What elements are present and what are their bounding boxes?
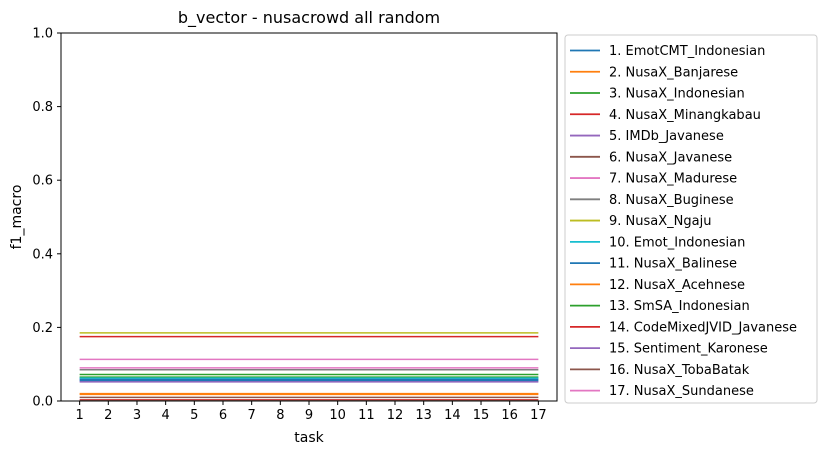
legend-label: 7. NusaX_Madurese	[609, 172, 737, 187]
x-tick-label: 13	[415, 408, 432, 423]
legend-label: 4. NusaX_Minangkabau	[609, 108, 761, 123]
legend-label: 8. NusaX_Buginese	[609, 193, 734, 208]
y-tick-label: 0.4	[32, 247, 53, 262]
y-axis-label: f1_macro	[9, 185, 25, 250]
y-tick-label: 0.0	[32, 395, 53, 410]
x-axis-label: task	[294, 430, 324, 446]
legend-label: 14. CodeMixedJVID_Javanese	[609, 320, 797, 335]
legend-label: 16. NusaX_TobaBatak	[609, 363, 750, 378]
legend-label: 11. NusaX_Balinese	[609, 257, 737, 272]
y-tick-label: 1.0	[32, 27, 53, 42]
x-tick-label: 1	[75, 408, 83, 423]
legend: 1. EmotCMT_Indonesian 2. NusaX_Banjarese 3…	[564, 34, 818, 404]
x-tick-label: 17	[530, 408, 547, 423]
x-tick-label: 7	[248, 408, 256, 423]
x-tick-label: 9	[305, 408, 313, 423]
legend-label: 9. NusaX_Ngaju	[609, 214, 711, 229]
legend-label: 2. NusaX_Banjarese	[609, 65, 738, 80]
legend-box	[564, 34, 818, 404]
x-tick-label: 6	[219, 408, 227, 423]
x-tick-label: 12	[387, 408, 404, 423]
x-tick-label: 3	[133, 408, 141, 423]
x-axis-ticks: 1 2 3 4 5 6 7 8 9 10 11 12 13 14 15 16 17	[75, 401, 547, 423]
series-lines	[79, 332, 539, 402]
legend-label: 10. Emot_Indonesian	[609, 235, 745, 250]
y-axis-ticks: 0.0 0.2 0.4 0.6 0.8 1.0	[32, 27, 61, 410]
legend-label: 6. NusaX_Javanese	[609, 150, 732, 165]
x-tick-label: 8	[276, 408, 284, 423]
x-tick-label: 5	[190, 408, 198, 423]
x-tick-label: 15	[473, 408, 490, 423]
chart-title: b_vector - nusacrowd all random	[178, 8, 440, 28]
x-tick-label: 11	[358, 408, 375, 423]
legend-label: 5. IMDb_Javanese	[609, 129, 724, 144]
legend-label: 3. NusaX_Indonesian	[609, 87, 745, 102]
legend-label: 17. NusaX_Sundanese	[609, 384, 754, 399]
legend-label: 13. SmSA_Indonesian	[609, 299, 750, 314]
y-tick-label: 0.6	[32, 174, 53, 189]
y-tick-label: 0.8	[32, 100, 53, 115]
x-tick-label: 16	[501, 408, 518, 423]
plot-area-frame	[60, 32, 558, 402]
legend-label: 15. Sentiment_Karonese	[609, 342, 768, 357]
x-tick-label: 4	[162, 408, 170, 423]
x-tick-label: 14	[444, 408, 461, 423]
y-tick-label: 0.2	[32, 321, 53, 336]
x-tick-label: 10	[329, 408, 346, 423]
legend-label: 12. NusaX_Acehnese	[609, 278, 745, 293]
x-tick-label: 2	[104, 408, 112, 423]
legend-label: 1. EmotCMT_Indonesian	[609, 44, 765, 59]
